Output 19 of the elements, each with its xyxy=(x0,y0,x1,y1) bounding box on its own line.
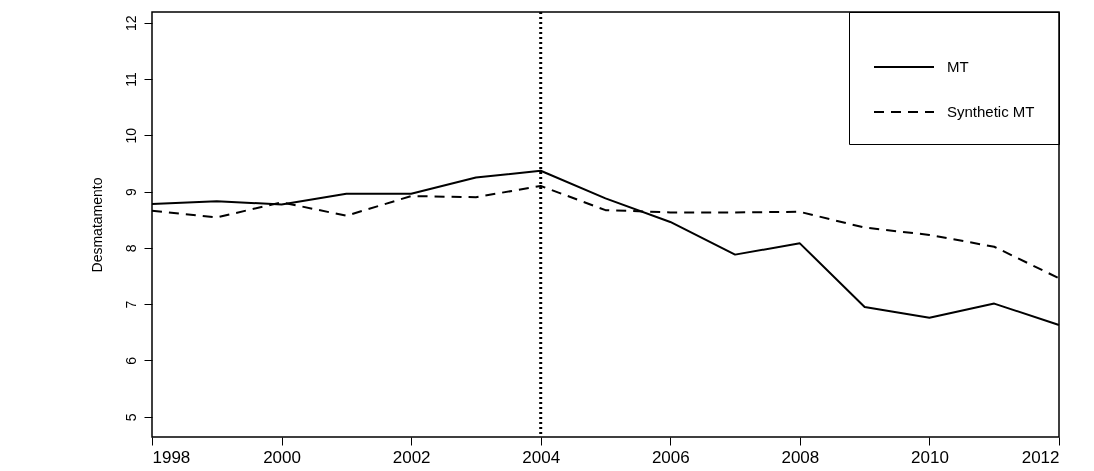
y-tick-label: 8 xyxy=(122,244,139,253)
y-tick-label: 5 xyxy=(122,413,139,422)
x-tick-label: 2004 xyxy=(522,447,561,467)
x-tick-label: 1998 xyxy=(152,447,191,467)
y-tick-label: 7 xyxy=(122,300,139,309)
x-tick-label: 2000 xyxy=(263,447,301,467)
y-tick-label: 12 xyxy=(122,15,139,31)
y-tick-label: 6 xyxy=(122,356,139,365)
y-tick-label: 11 xyxy=(122,72,139,87)
y-tick-label: 9 xyxy=(122,187,139,196)
y-tick-label: 10 xyxy=(122,127,139,144)
x-tick-label: 2012 xyxy=(1021,447,1060,467)
x-tick-label: 2010 xyxy=(911,447,949,467)
legend-label: Synthetic MT xyxy=(947,103,1035,120)
y-axis-title: Desmatamento xyxy=(88,177,105,273)
x-tick-label: 2002 xyxy=(392,447,431,467)
legend-label: MT xyxy=(947,58,969,75)
x-tick-label: 2006 xyxy=(651,447,690,467)
x-tick-label: 2008 xyxy=(781,447,820,467)
